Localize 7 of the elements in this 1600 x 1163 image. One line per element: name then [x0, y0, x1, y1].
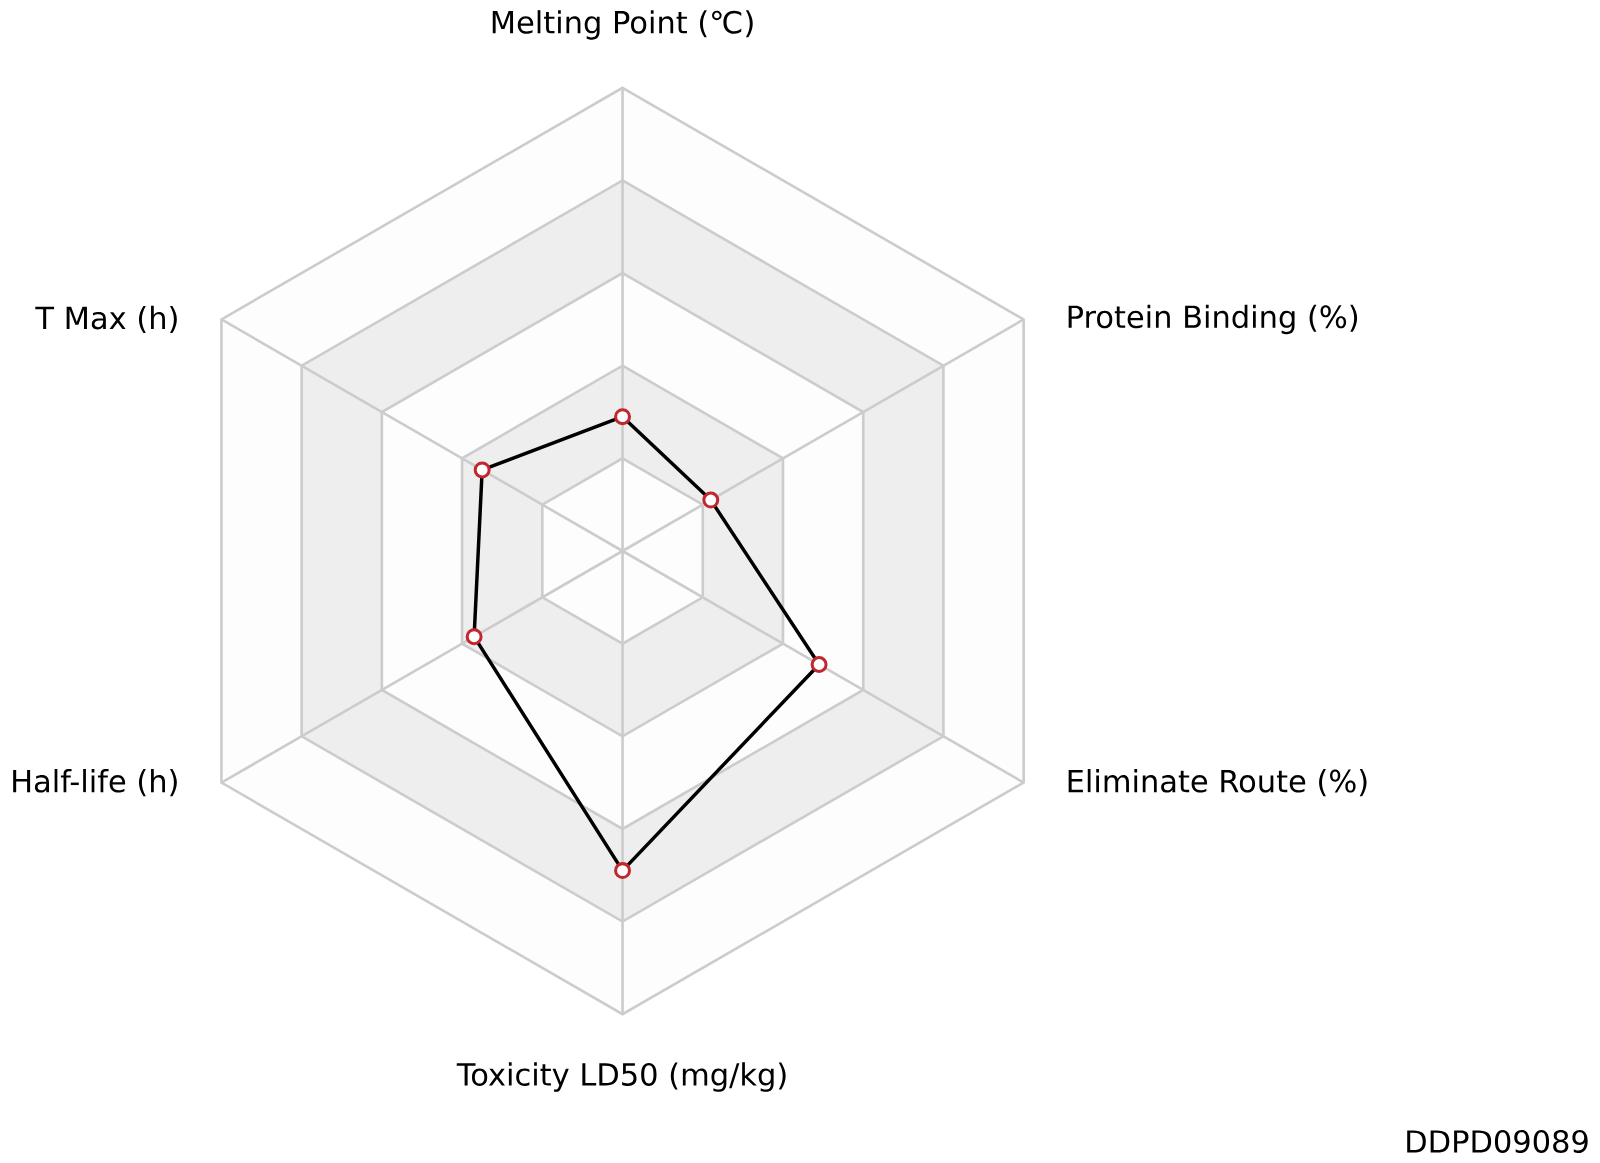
spoke-label: Eliminate Route (%): [1068, 768, 1367, 797]
text: DDPD09089: [1407, 1129, 1588, 1153]
spoke-label: Toxicity LD50 (mg/kg): [456, 1062, 786, 1092]
spoke-label: T Max (h): [35, 305, 177, 333]
spoke-label: Melting Point (℃): [492, 10, 753, 40]
spoke-label: Half-life (h): [13, 768, 177, 797]
spoke-label: Protein Binding (%): [1068, 304, 1358, 335]
